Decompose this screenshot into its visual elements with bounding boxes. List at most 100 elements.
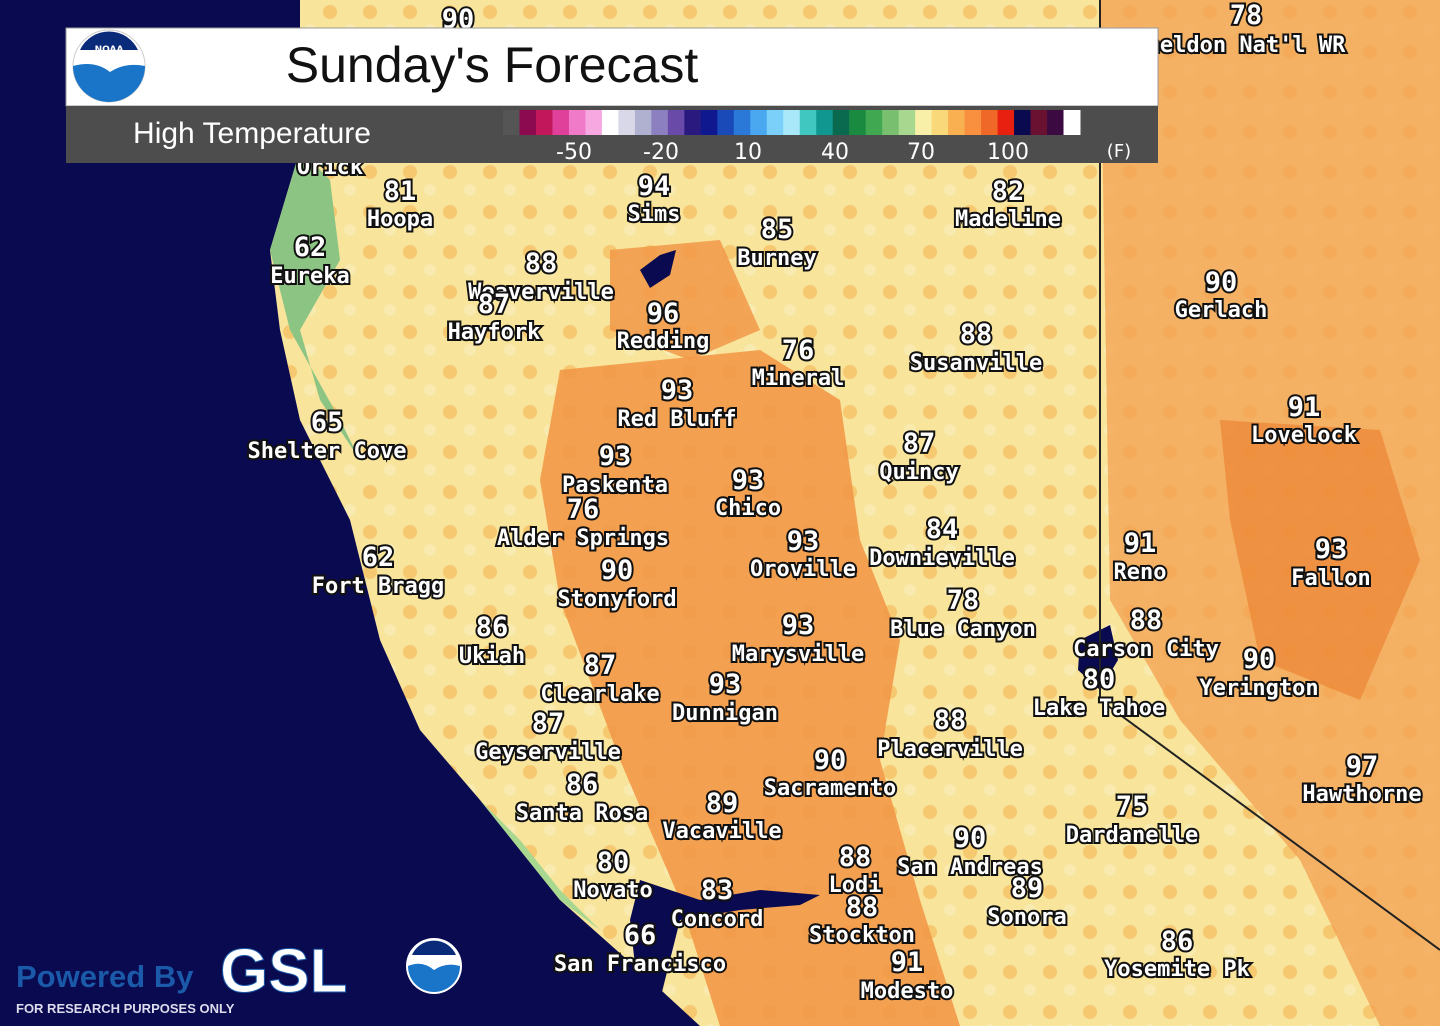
legend-swatch [865, 110, 883, 135]
legend-swatch [1014, 110, 1032, 135]
city-name: Sonora [987, 905, 1066, 930]
city-name: Downieville [869, 546, 1015, 571]
noaa-logo-small-top [412, 940, 456, 955]
city-name: Chico [715, 496, 781, 521]
city-temp: 80 [1083, 664, 1116, 695]
city-name: Shelter Cove [248, 439, 407, 464]
city-name: Quincy [879, 460, 958, 485]
research-note: FOR RESEARCH PURPOSES ONLY [16, 1001, 235, 1016]
city-name: Eureka [270, 264, 349, 289]
legend-swatch [1047, 110, 1065, 135]
legend-swatch [931, 110, 949, 135]
city-temp: 93 [787, 526, 820, 557]
legend-swatch [1063, 110, 1081, 135]
city-temp: 93 [732, 465, 765, 496]
city-temp: 80 [597, 847, 630, 878]
city-name: Blue Canyon [890, 617, 1036, 642]
legend: -50 -20 10 40 70 100 [503, 110, 1081, 165]
city-temp: 87 [532, 708, 565, 739]
valley-heat [540, 350, 960, 1026]
fallon-heat [1220, 420, 1420, 700]
city-name: Carson City [1073, 637, 1219, 662]
city-name: Santa Rosa [516, 801, 648, 826]
city-temp: 90 [1243, 644, 1276, 675]
city-name: Weaverville [468, 280, 614, 305]
city-name: Madeline [955, 207, 1061, 232]
city-temp: 76 [782, 335, 815, 366]
city-name: Geyserville [475, 740, 621, 765]
legend-swatch [997, 110, 1015, 135]
noaa-logo-wave [73, 64, 145, 102]
legend-swatch [552, 110, 570, 135]
legend-swatch [832, 110, 850, 135]
city-temp: 90 [1205, 267, 1238, 298]
city-name: Modesto [861, 979, 954, 1004]
city-name: San Andreas [897, 855, 1043, 880]
city-temp: 65 [311, 407, 344, 438]
legend-tick: 70 [907, 140, 935, 165]
title: Sunday's Forecast [286, 37, 699, 93]
city-temp: 88 [525, 248, 558, 279]
city-name: Hawthorne [1302, 782, 1421, 807]
legend-swatch [882, 110, 900, 135]
city-temp: 86 [476, 612, 509, 643]
city-temp: 89 [706, 788, 739, 819]
city-temp: 88 [846, 892, 879, 923]
city-temp: 94 [638, 171, 671, 202]
legend-swatch [766, 110, 784, 135]
city-temp: 83 [701, 875, 734, 906]
legend-swatch [898, 110, 916, 135]
lake-tahoe [1078, 625, 1118, 690]
legend-swatch [1030, 110, 1048, 135]
city-name: Lodi [829, 873, 882, 898]
city-name: Red Bluff [617, 407, 736, 432]
city-temp: 62 [362, 542, 395, 573]
city-temp: 97 [1346, 751, 1379, 782]
legend-swatch [503, 110, 520, 135]
city-temp: 87 [478, 289, 511, 320]
city-temp: 81 [384, 176, 417, 207]
city-temp: 91 [1124, 528, 1157, 559]
legend-swatch [981, 110, 999, 135]
city-name: Fallon [1291, 566, 1370, 591]
city-temp: 76 [567, 494, 600, 525]
city-name: Yosemite Pk [1104, 957, 1250, 982]
city-name: Concord [671, 907, 764, 932]
city-temp: 62 [294, 232, 327, 263]
city-name: Ukiah [459, 644, 525, 669]
city-name: Clearlake [540, 682, 659, 707]
legend-swatch [634, 110, 652, 135]
legend-swatch [717, 110, 735, 135]
legend-swatch [750, 110, 768, 135]
legend-swatch [799, 110, 817, 135]
city-temp: 91 [891, 947, 924, 978]
city-temp: 66 [624, 920, 657, 951]
city-name: Vacaville [662, 819, 781, 844]
city-name: Lake Tahoe [1033, 696, 1165, 721]
city-temp: 87 [584, 650, 617, 681]
legend-swatch [849, 110, 867, 135]
legend-swatch [816, 110, 834, 135]
city-temp: 78 [1230, 0, 1263, 31]
legend-swatch [783, 110, 801, 135]
city-temp: 91 [1288, 392, 1321, 423]
city-temp: 88 [839, 842, 872, 873]
city-temp: 93 [1315, 534, 1348, 565]
city-name: Susanville [910, 351, 1042, 376]
legend-swatch [568, 110, 586, 135]
city-temp: 88 [1130, 605, 1163, 636]
shasta-lake [640, 250, 676, 288]
gsl-brand: GSL [220, 937, 347, 1006]
city-temp: 93 [661, 375, 694, 406]
legend-tick: 100 [987, 140, 1029, 165]
city-name: Reno [1114, 560, 1167, 585]
legend-swatch [964, 110, 982, 135]
city-temp: 90 [954, 823, 987, 854]
city-temp: 78 [947, 585, 980, 616]
noaa-logo-small-wave [408, 963, 460, 992]
legend-tick: 10 [734, 140, 762, 165]
subtitle: High Temperature [133, 117, 371, 150]
city-temp: 86 [1161, 926, 1194, 957]
